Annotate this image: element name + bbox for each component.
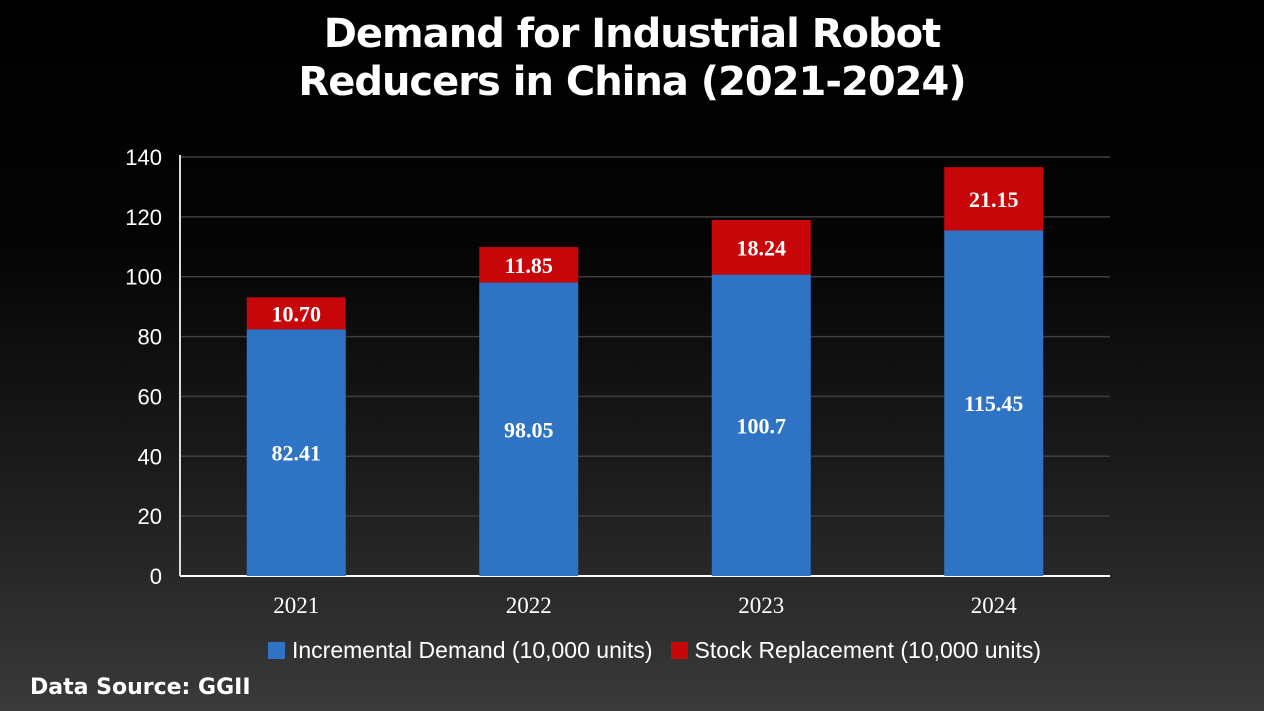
data-label-replacement: 21.15 [969, 187, 1019, 212]
y-tick-label: 120 [125, 205, 162, 230]
chart-legend: Incremental Demand (10,000 units) Stock … [268, 637, 1059, 664]
chart-title-line-2: Reducers in China (2021-2024) [298, 59, 966, 105]
y-tick-label: 0 [150, 564, 162, 589]
data-label-incremental: 100.7 [737, 413, 787, 438]
data-label-replacement: 18.24 [737, 235, 787, 260]
bar-incremental-2022 [479, 282, 579, 576]
x-tick-label: 2023 [738, 593, 784, 618]
y-tick-label: 80 [138, 325, 162, 350]
data-label-replacement: 10.70 [272, 301, 322, 326]
legend-swatch-replacement [670, 642, 688, 659]
bar-replacement-2022 [479, 247, 579, 283]
legend-item-replacement: Stock Replacement (10,000 units) [670, 637, 1041, 664]
y-tick-label: 40 [138, 444, 162, 469]
bar-incremental-2024 [944, 230, 1044, 576]
data-label-replacement: 11.85 [505, 253, 553, 278]
x-tick-label: 2021 [273, 593, 319, 618]
y-tick-label: 20 [138, 504, 162, 529]
bar-replacement-2021 [246, 297, 346, 330]
data-label-incremental: 98.05 [504, 417, 554, 442]
data-label-incremental: 115.45 [964, 391, 1023, 416]
bar-replacement-2023 [711, 220, 811, 275]
data-source-note: Data Source: GGII [30, 675, 251, 700]
bar-replacement-2024 [944, 167, 1044, 231]
x-tick-label: 2022 [506, 593, 552, 618]
bar-incremental-2021 [246, 329, 346, 576]
y-tick-label: 100 [125, 265, 162, 290]
legend-swatch-incremental [268, 642, 285, 659]
x-tick-label: 2024 [971, 593, 1018, 618]
data-label-incremental: 82.41 [272, 441, 322, 466]
legend-label-incremental: Incremental Demand (10,000 units) [292, 637, 653, 663]
bar-incremental-2023 [711, 274, 811, 576]
y-tick-label: 140 [125, 145, 162, 170]
chart-title-line-1: Demand for Industrial Robot [323, 11, 942, 57]
legend-label-replacement: Stock Replacement (10,000 units) [694, 637, 1041, 663]
legend-item-incremental: Incremental Demand (10,000 units) [268, 637, 653, 664]
y-tick-label: 60 [138, 384, 162, 409]
